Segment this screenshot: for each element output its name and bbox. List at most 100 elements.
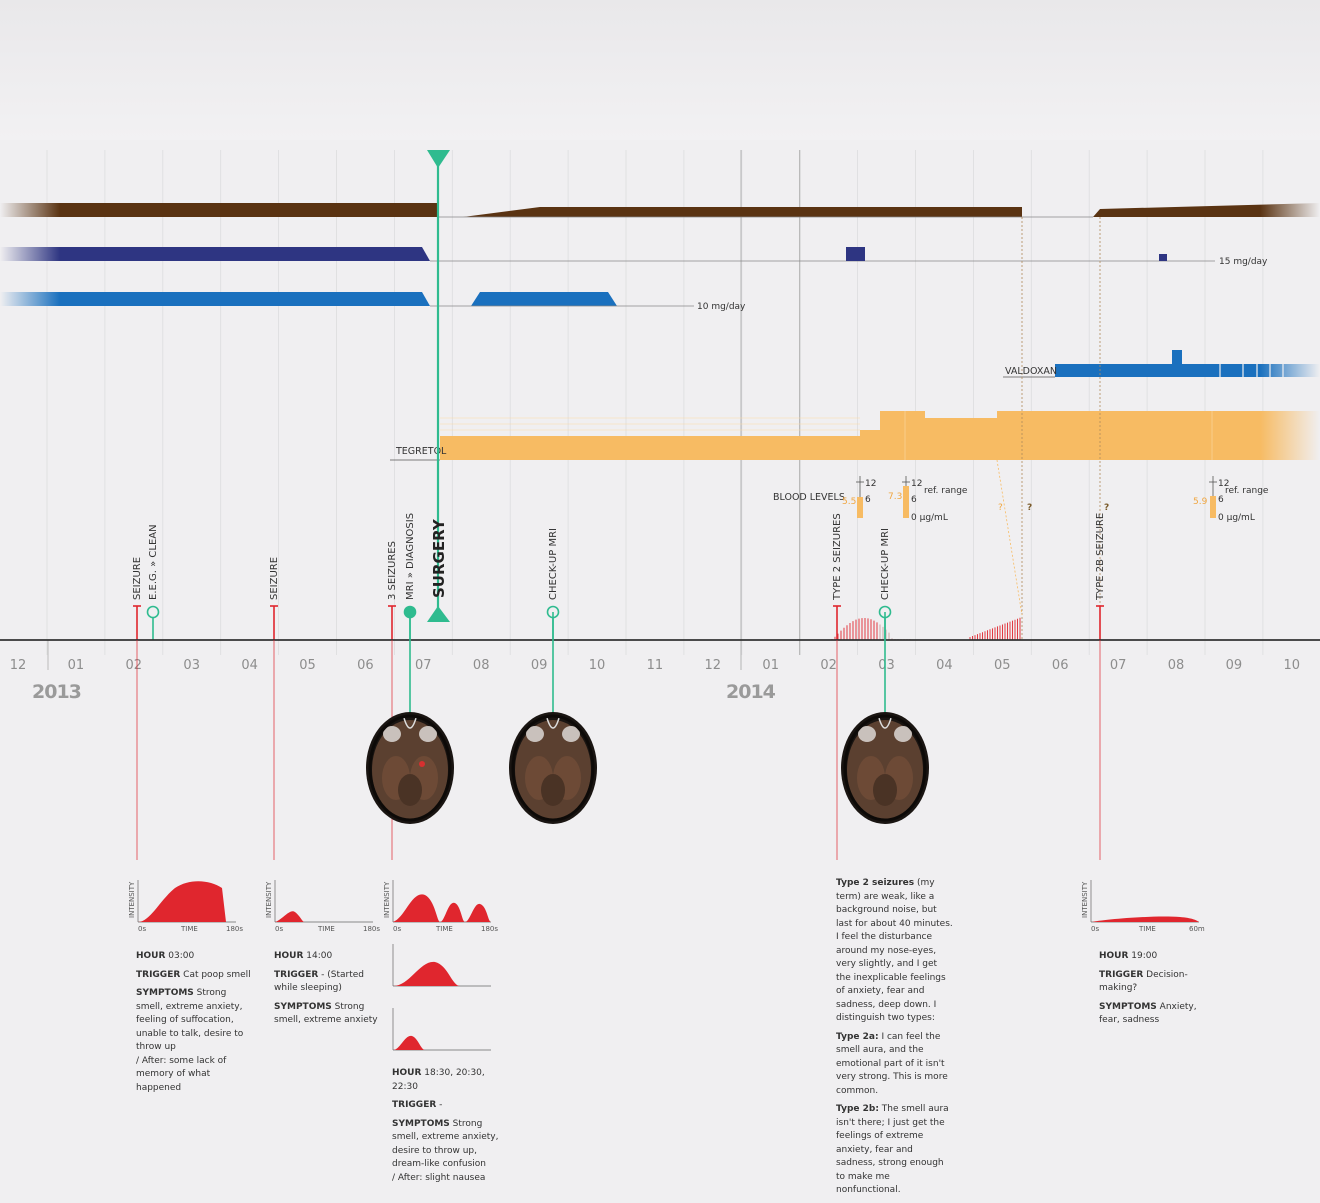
symptoms-value: Strong smell, extreme anxiety, desire to… <box>392 1118 499 1170</box>
month-label: 01 <box>68 658 85 673</box>
intensity-mini-chart <box>392 1008 491 1051</box>
bl-scale-6: 6 <box>911 495 917 505</box>
event-label: SEIZURE <box>269 557 280 600</box>
month-label: 09 <box>1226 658 1243 673</box>
hour-value: 19:00 <box>1131 951 1158 961</box>
brown-medication-bar-2 <box>463 207 1022 217</box>
month-label: 02 <box>820 658 837 673</box>
month-label: 02 <box>126 658 143 673</box>
surgery-marker-top <box>427 150 450 168</box>
bl-scale-12: 12 <box>865 479 876 489</box>
intensity-mini-chart <box>392 944 491 987</box>
hour-key: HOUR <box>274 951 304 961</box>
intensity-curve <box>138 881 226 922</box>
intensity-curve <box>393 894 491 922</box>
bl-value: 5.9 <box>1193 497 1208 507</box>
intensity-axis-label: INTENSITY <box>128 881 136 918</box>
time-axis-label: TIME <box>317 925 335 933</box>
month-label: 01 <box>762 658 779 673</box>
valdoxan-bar <box>1055 364 1320 377</box>
month-label: 08 <box>473 658 490 673</box>
time-start-label: 0s <box>393 925 401 933</box>
brain-mri-icon <box>366 712 454 824</box>
time-axis-label: TIME <box>180 925 198 933</box>
trigger-value: Cat poop smell <box>183 969 251 980</box>
month-label: 10 <box>589 658 606 673</box>
event-seizure: SEIZURE <box>269 557 280 640</box>
seizure-note-1: HOUR 03:00 TRIGGER Cat poop smell SYMPTO… <box>136 950 256 1100</box>
month-label: 07 <box>415 658 432 673</box>
intensity-curve <box>275 911 304 922</box>
hour-key: HOUR <box>136 951 166 961</box>
month-label: 03 <box>183 658 200 673</box>
year-label-2014: 2014 <box>726 681 776 703</box>
month-label: 08 <box>1168 658 1185 673</box>
month-gridlines <box>46 150 1264 670</box>
bl-value: 5.5 <box>842 497 856 507</box>
event-label: CHECK-UP MRI <box>880 528 891 600</box>
intensity-curve <box>1092 916 1199 922</box>
month-label: 06 <box>1052 658 1069 673</box>
year-label-2013: 2013 <box>32 681 81 703</box>
medication-bars <box>0 190 1320 470</box>
time-axis-label: TIME <box>1138 925 1156 933</box>
time-axis-label: TIME <box>435 925 453 933</box>
event-seizure: 3 SEIZURES <box>387 541 398 640</box>
bl-ref-range: ref. range <box>1225 486 1269 496</box>
bl-ref-range: ref. range <box>924 486 968 496</box>
intensity-axis-label: INTENSITY <box>1081 881 1089 918</box>
blood-level-reading-6: 12 6 ref. range 0 µg/mL 5.9 <box>1193 476 1269 523</box>
month-label: 04 <box>936 658 953 673</box>
bl-unit: 0 µg/mL <box>911 513 948 523</box>
type2a-key: Type 2a: <box>836 1031 879 1042</box>
type2-text: (my term) are weak, like a background no… <box>836 878 953 1023</box>
bl-value: 7.3 <box>888 492 902 502</box>
navy-dose-label: 15 mg/day <box>1219 257 1268 267</box>
type2b-key: Type 2b: <box>836 1104 879 1114</box>
event-label: 3 SEIZURES <box>387 541 398 600</box>
month-label: 12 <box>10 658 27 673</box>
month-label: 10 <box>1284 658 1301 673</box>
month-label: 04 <box>241 658 258 673</box>
blue-medication-bar <box>0 292 430 306</box>
event-label: E.E.G. » CLEAN <box>148 524 159 600</box>
trigger-key: TRIGGER <box>136 969 181 980</box>
symptoms-value: Strong smell, extreme anxiety, feeling o… <box>136 988 244 1052</box>
symptoms-key: SYMPTOMS <box>274 1001 332 1012</box>
symptoms-value: Anxiety, fear, sadness <box>1099 1001 1197 1026</box>
trigger-key: TRIGGER <box>274 969 319 980</box>
bl-unknown: ? <box>998 503 1003 513</box>
type2-seizures-note: Type 2 seizures (my term) are weak, like… <box>836 877 954 1203</box>
event-label: CHECK-UP MRI <box>548 528 559 600</box>
bl-unit: 0 µg/mL <box>1218 513 1255 523</box>
bl-unknown: ? <box>1027 503 1032 513</box>
event-label: TYPE 2 SEIZURES <box>832 513 843 601</box>
time-start-label: 0s <box>1091 925 1099 933</box>
tegretol-bar <box>440 411 1320 460</box>
bl-unknown: ? <box>1104 503 1109 513</box>
trigger-value: - (Started while sleeping) <box>274 969 365 994</box>
event-surgery: SURGERY <box>430 518 448 598</box>
after-note: / After: some lack of memory of what hap… <box>136 1055 227 1093</box>
event-label: SEIZURE <box>132 557 143 600</box>
blood-levels-label: BLOOD LEVELS <box>773 492 845 503</box>
bl-scale-6: 6 <box>865 495 871 505</box>
seizure-note-3: HOUR 18:30, 20:30, 22:30 TRIGGER - SYMPT… <box>392 1067 512 1190</box>
blood-level-reading-1: 12 6 5.5 <box>842 476 876 518</box>
brain-mri-icon <box>509 712 597 824</box>
type2-key: Type 2 seizures <box>836 878 915 888</box>
month-label: 06 <box>357 658 374 673</box>
event-seizure: SEIZURE <box>132 557 143 640</box>
type2-seizure-activity <box>831 617 1021 640</box>
time-end-label: 60m <box>1189 925 1205 933</box>
hour-value: 03:00 <box>168 951 195 961</box>
intensity-axis-label: INTENSITY <box>383 881 391 918</box>
event-seizure: TYPE 2B SEIZURE <box>1095 513 1106 640</box>
month-labels: 12 01 02 03 04 05 06 07 08 09 10 11 12 01 02 03 04 05 06 07… <box>10 658 1300 673</box>
blood-level-reading-2: 12 6 ref. range 0 µg/mL 7.3 <box>888 476 968 523</box>
month-label: 03 <box>878 658 895 673</box>
time-end-label: 180s <box>481 925 498 933</box>
